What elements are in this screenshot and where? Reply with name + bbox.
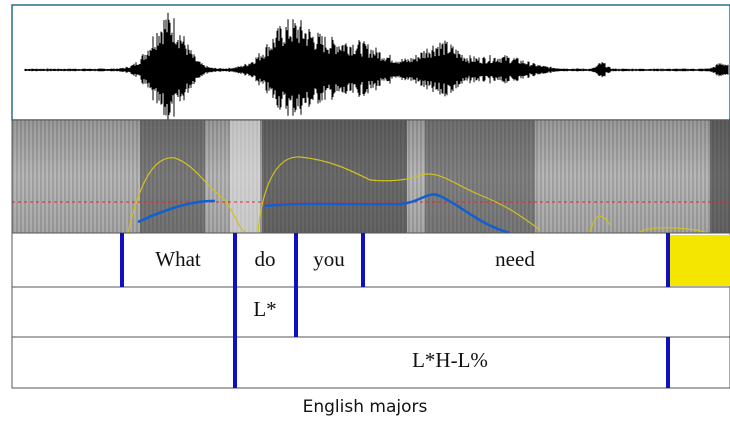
word-label: What	[155, 247, 201, 271]
word-label: you	[313, 247, 345, 271]
word-label: need	[495, 247, 535, 271]
word-label: do	[255, 247, 276, 271]
selection	[670, 235, 730, 286]
tone-label: L*	[253, 297, 276, 321]
spectrogram	[11, 119, 730, 235]
waveform	[24, 12, 729, 122]
text-grid: What do you need L* L*H-L%	[11, 232, 730, 389]
tone-label: L*H-L%	[412, 348, 488, 372]
caption: English majors	[303, 397, 428, 417]
